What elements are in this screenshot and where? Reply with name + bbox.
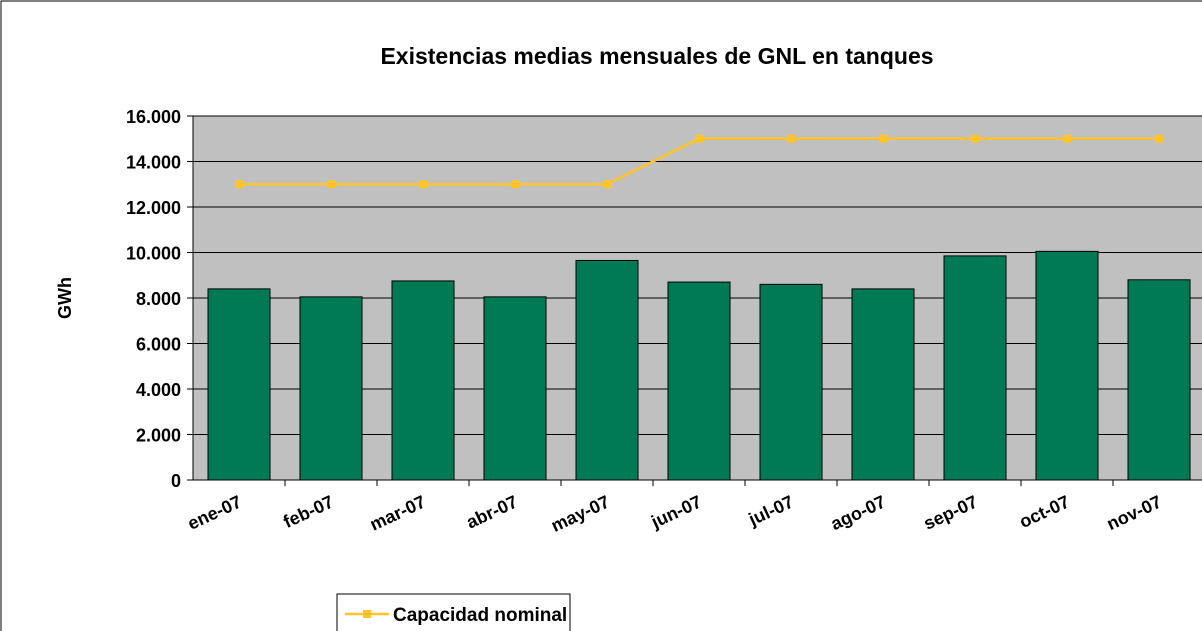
line-marker xyxy=(603,180,611,189)
y-tick-label: 12.000 xyxy=(126,198,181,218)
legend-marker xyxy=(363,610,371,618)
bar xyxy=(943,255,1007,481)
bar xyxy=(391,280,455,481)
line-marker xyxy=(1155,134,1163,143)
bar xyxy=(575,259,639,481)
y-tick-label: 4.000 xyxy=(136,380,181,400)
bar xyxy=(667,281,731,481)
y-tick-label: 0 xyxy=(171,471,181,491)
line-marker xyxy=(327,180,335,189)
bar xyxy=(1035,250,1099,481)
bar xyxy=(299,296,363,481)
y-axis-label: GWh xyxy=(55,277,75,319)
line-marker xyxy=(235,180,243,189)
chart-title: Existencias medias mensuales de GNL en t… xyxy=(380,43,933,69)
bar xyxy=(483,296,547,481)
line-marker xyxy=(511,180,519,189)
line-marker xyxy=(787,134,795,143)
bar xyxy=(1127,279,1191,481)
line-marker xyxy=(971,134,979,143)
y-tick-label: 2.000 xyxy=(136,426,181,446)
y-tick-label: 6.000 xyxy=(136,335,181,355)
legend-label: Capacidad nominal xyxy=(393,605,567,626)
bar xyxy=(851,288,915,481)
line-marker xyxy=(1063,134,1071,143)
y-tick-label: 10.000 xyxy=(126,244,181,264)
legend-box xyxy=(336,593,571,631)
bar xyxy=(759,283,823,481)
y-tick-label: 16.000 xyxy=(126,107,181,127)
y-tick-label: 14.000 xyxy=(126,153,181,173)
bar xyxy=(207,288,271,481)
line-marker xyxy=(879,134,887,143)
y-tick-label: 8.000 xyxy=(136,289,181,309)
line-marker xyxy=(695,134,703,143)
line-marker xyxy=(419,180,427,189)
